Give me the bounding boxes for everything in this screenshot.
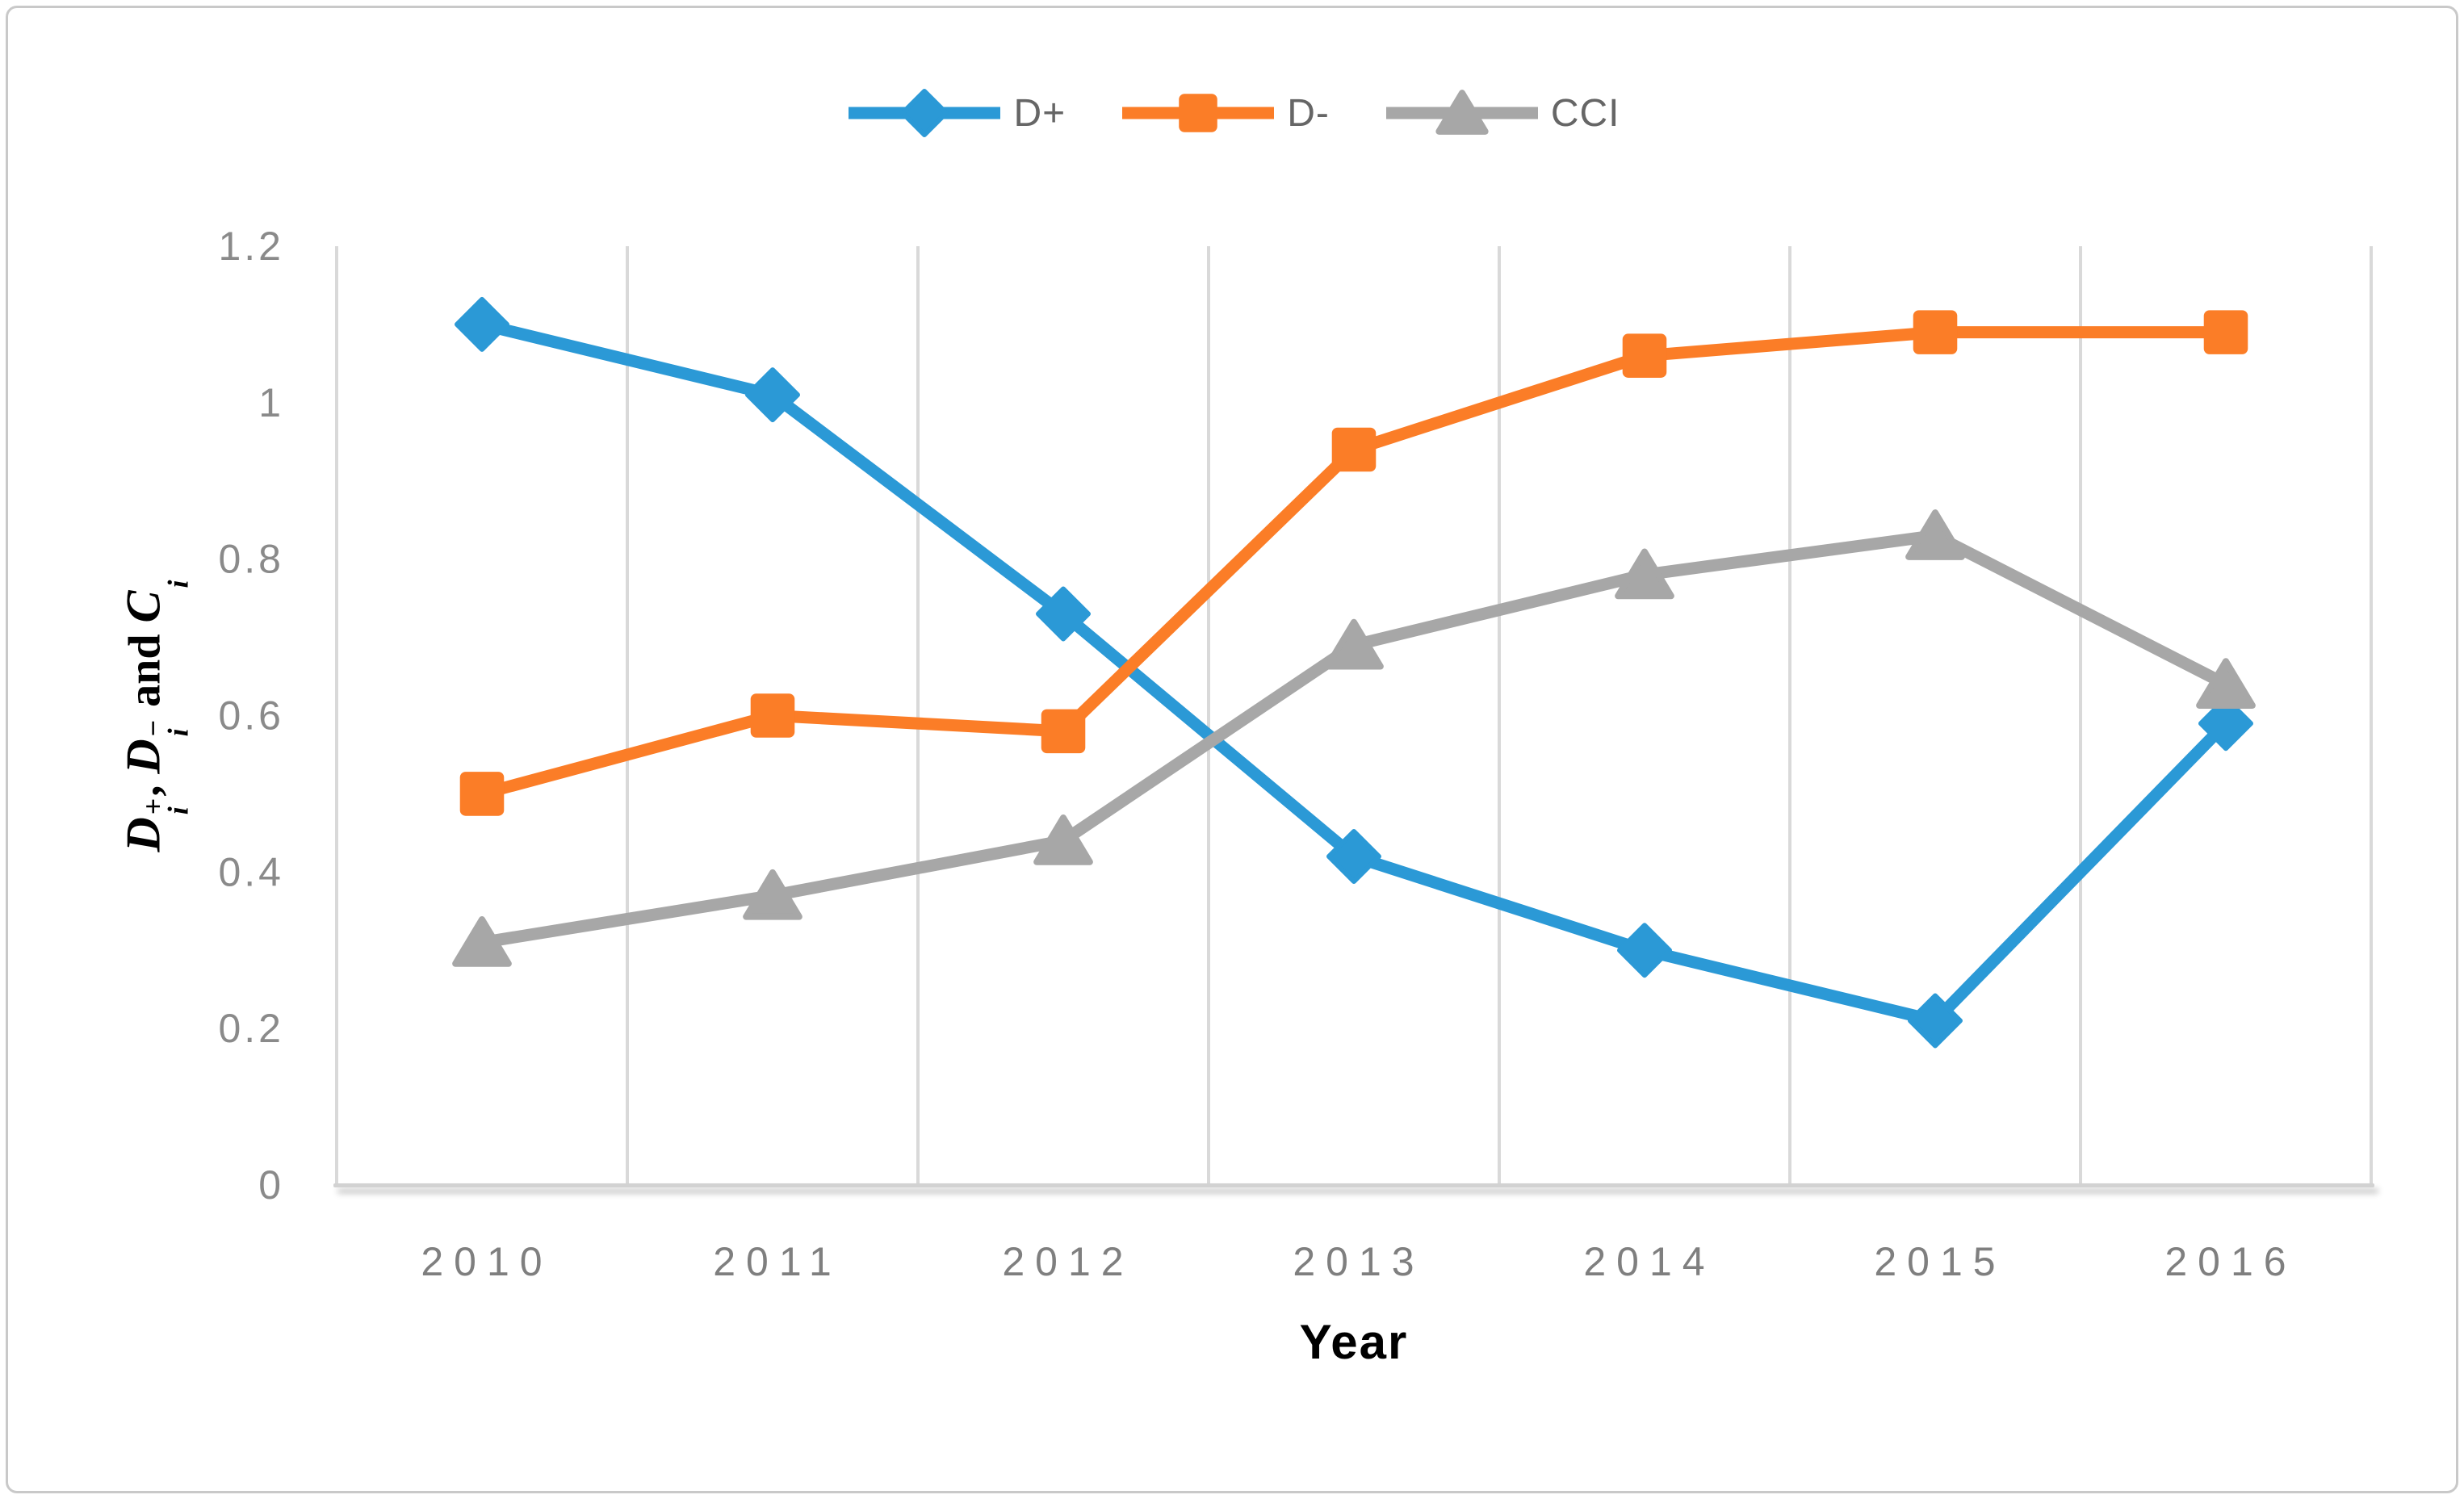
y-tick-label: 0.4 xyxy=(218,849,284,894)
diamond-marker-D+ xyxy=(455,296,509,352)
y-tick-label: 0.8 xyxy=(218,537,284,582)
x-tick-label: 2014 xyxy=(1583,1239,1715,1284)
diamond-marker-D+ xyxy=(1617,923,1672,978)
diamond-marker-D+ xyxy=(2198,696,2253,752)
triangle-marker-CCI xyxy=(743,869,802,920)
x-tick-label: 2016 xyxy=(2164,1239,2296,1284)
legend: D+ D- CCI xyxy=(0,81,2464,145)
square-marker-D- xyxy=(1913,310,1958,354)
series-CCI xyxy=(452,509,2256,967)
square-marker-D- xyxy=(2203,310,2248,354)
y-tick-label: 0.6 xyxy=(218,693,284,739)
legend-label: CCI xyxy=(1550,91,1620,135)
square-marker-D- xyxy=(1041,709,1086,754)
square-marker-D- xyxy=(1331,427,1377,472)
series-line-D- xyxy=(476,326,2232,800)
legend-marker-triangle xyxy=(1385,90,1538,135)
legend-label: D+ xyxy=(1013,91,1066,135)
triangle-marker-CCI xyxy=(2196,658,2256,709)
legend-marker-diamond xyxy=(849,89,1001,137)
legend-diamond-icon xyxy=(900,89,949,137)
y-tick-label: 0 xyxy=(258,1162,284,1208)
x-tick-label: 2012 xyxy=(1002,1239,1134,1284)
legend-label: D- xyxy=(1287,91,1330,135)
triangle-marker-CCI xyxy=(1615,548,1674,600)
legend-item-D+: D+ xyxy=(844,81,1066,145)
y-tick-label: 1.2 xyxy=(218,224,284,269)
legend-square-icon xyxy=(1179,94,1217,132)
diamond-marker-D+ xyxy=(1036,586,1091,642)
diamond-marker-D+ xyxy=(745,367,800,423)
series-D+ xyxy=(455,296,2253,1049)
y-tick-label: 1 xyxy=(258,380,284,425)
legend-triangle-icon xyxy=(1435,90,1489,135)
diamond-marker-D+ xyxy=(1908,993,1963,1049)
square-marker-D- xyxy=(459,772,505,816)
series-D- xyxy=(459,310,2248,816)
square-marker-D- xyxy=(750,693,795,738)
x-tick-label: 2015 xyxy=(1874,1239,2005,1284)
square-marker-D- xyxy=(1622,333,1667,378)
triangle-marker-CCI xyxy=(1324,618,1384,670)
x-tick-label: 2010 xyxy=(421,1239,552,1284)
triangle-marker-CCI xyxy=(1033,814,1093,865)
y-tick-label: 0.2 xyxy=(218,1006,284,1051)
y-axis-title: D + i, D − i and C i xyxy=(116,580,195,852)
legend-item-CCI: CCI xyxy=(1381,81,1620,145)
x-tick-label: 2011 xyxy=(713,1239,842,1284)
diamond-marker-D+ xyxy=(1326,828,1381,884)
x-axis-line xyxy=(333,1183,2374,1187)
x-tick-label: 2013 xyxy=(1293,1239,1424,1284)
triangle-marker-CCI xyxy=(1905,509,1965,560)
legend-item-D-: D- xyxy=(1117,81,1330,145)
triangle-marker-CCI xyxy=(452,916,512,967)
x-axis-title: Year xyxy=(1299,1315,1409,1369)
legend-marker-square xyxy=(1122,94,1275,132)
